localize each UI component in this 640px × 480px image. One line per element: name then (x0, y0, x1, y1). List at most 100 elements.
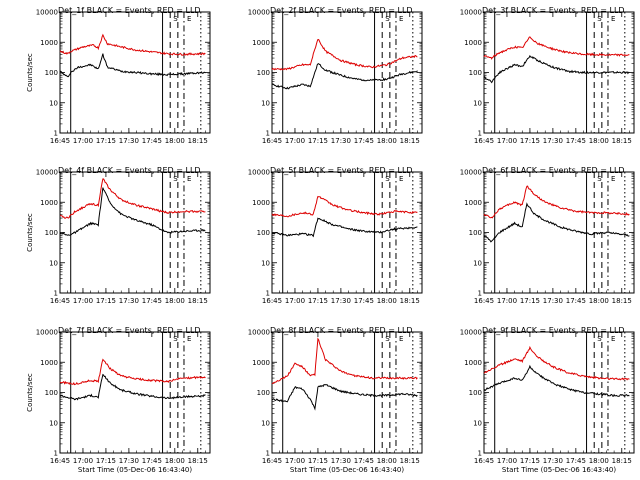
x-tick-label: 17:30 (331, 457, 351, 465)
x-axis-label: Start Time (05-Dec-06 16:43:40) (502, 466, 616, 474)
annotation-s: S (597, 335, 602, 343)
y-tick-label: 10 (473, 419, 482, 427)
y-tick-label: 10 (261, 99, 270, 107)
x-tick-label: 17:15 (308, 137, 328, 145)
x-tick-label: 16:45 (50, 297, 70, 305)
x-tick-label: 18:15 (612, 297, 632, 305)
annotation-e: E (611, 175, 615, 183)
x-tick-label: 16:45 (474, 297, 494, 305)
chart-title: Det_5f BLACK = Events, RED = LLD (270, 166, 413, 175)
series-line-lld (483, 345, 630, 381)
detector-panel-3: Det_3f BLACK = Events, RED = LLD 1 10 100 10… (460, 6, 635, 145)
x-tick-label: 17:00 (73, 457, 93, 465)
annotation-e: E (399, 15, 403, 23)
x-tick-label: 17:45 (566, 297, 586, 305)
x-tick-label: 17:30 (543, 297, 563, 305)
chart-title: Det_2f BLACK = Events, RED = LLD (270, 6, 413, 15)
x-tick-label: 18:00 (165, 297, 185, 305)
y-tick-label: 10000 (460, 9, 482, 17)
y-tick-label: 1000 (464, 359, 482, 367)
y-tick-label: 1000 (252, 199, 270, 207)
series-line-events (483, 364, 630, 397)
plot-frame (483, 331, 635, 454)
y-tick-label: 1000 (464, 199, 482, 207)
annotation-s: S (597, 15, 602, 23)
x-tick-label: 17:30 (543, 457, 563, 465)
y-tick-label: 1 (478, 130, 482, 138)
series-line-lld (59, 358, 206, 386)
y-tick-label: 1000 (40, 359, 58, 367)
annotation-s: S (173, 335, 178, 343)
annotation-e: E (187, 175, 191, 183)
annotation-s: S (385, 175, 390, 183)
x-tick-label: 18:15 (612, 137, 632, 145)
annotation-e: E (187, 335, 191, 343)
y-tick-label: 100 (469, 389, 482, 397)
annotation-e: E (611, 335, 615, 343)
x-tick-label: 18:15 (400, 457, 420, 465)
x-tick-label: 17:15 (96, 137, 116, 145)
plot-frame (271, 331, 423, 454)
x-tick-label: 17:30 (331, 297, 351, 305)
series-line-events (271, 63, 418, 90)
plot-frame (483, 11, 635, 134)
chart-title: Det_4f BLACK = Events, RED = LLD (58, 166, 201, 175)
chart-title: Det_3f BLACK = Events, RED = LLD (482, 6, 625, 15)
y-tick-label: 10 (473, 99, 482, 107)
annotation-e: E (399, 335, 403, 343)
x-tick-label: 16:45 (262, 137, 282, 145)
x-tick-label: 18:15 (400, 297, 420, 305)
plot-frame (271, 171, 423, 294)
x-tick-label: 16:45 (474, 457, 494, 465)
y-tick-label: 10000 (248, 9, 270, 17)
detector-panel-4: Det_4f BLACK = Events, RED = LLD 1 10 100 10… (26, 166, 211, 305)
plot-frame (59, 331, 211, 454)
y-tick-label: 10000 (460, 329, 482, 337)
x-tick-label: 16:45 (50, 457, 70, 465)
annotation-e: E (611, 15, 615, 23)
annotation-e: E (187, 15, 191, 23)
y-tick-label: 1 (266, 290, 270, 298)
x-tick-label: 16:45 (262, 297, 282, 305)
chart-title: Det_9f BLACK = Events, RED = LLD (482, 326, 625, 335)
y-axis-label: Counts/sec (26, 53, 34, 92)
x-tick-label: 17:00 (497, 137, 517, 145)
plot-frame (59, 171, 211, 294)
y-tick-label: 10000 (36, 9, 58, 17)
y-tick-label: 1 (54, 130, 58, 138)
y-tick-label: 10 (261, 419, 270, 427)
plot-frame (271, 11, 423, 134)
y-tick-label: 10 (473, 259, 482, 267)
series-line-events (483, 54, 630, 84)
y-tick-label: 1 (478, 450, 482, 458)
annotation-s: S (173, 175, 178, 183)
series-line-lld (271, 195, 418, 218)
x-tick-label: 17:30 (331, 137, 351, 145)
annotation-e: E (399, 175, 403, 183)
y-tick-label: 1 (54, 290, 58, 298)
x-tick-label: 17:30 (543, 137, 563, 145)
y-tick-label: 100 (45, 69, 58, 77)
x-tick-label: 17:45 (142, 297, 162, 305)
x-tick-label: 17:45 (354, 297, 374, 305)
x-axis-label: Start Time (05-Dec-06 16:43:40) (290, 466, 404, 474)
y-tick-label: 1000 (464, 39, 482, 47)
x-axis-label: Start Time (05-Dec-06 16:43:40) (78, 466, 192, 474)
x-tick-label: 17:30 (119, 297, 139, 305)
series-line-lld (271, 337, 418, 385)
y-axis-label: Counts/sec (26, 373, 34, 412)
x-tick-label: 18:00 (165, 457, 185, 465)
x-tick-label: 17:15 (520, 457, 540, 465)
x-tick-label: 18:00 (377, 137, 397, 145)
series-line-lld (271, 38, 418, 71)
x-tick-label: 17:15 (520, 297, 540, 305)
x-tick-label: 17:45 (566, 457, 586, 465)
series-line-lld (483, 36, 630, 60)
annotation-s: S (385, 15, 390, 23)
x-tick-label: 17:15 (308, 297, 328, 305)
x-tick-label: 17:15 (308, 457, 328, 465)
y-tick-label: 1 (266, 450, 270, 458)
y-tick-label: 100 (469, 69, 482, 77)
y-tick-label: 100 (45, 389, 58, 397)
series-line-events (59, 53, 206, 78)
